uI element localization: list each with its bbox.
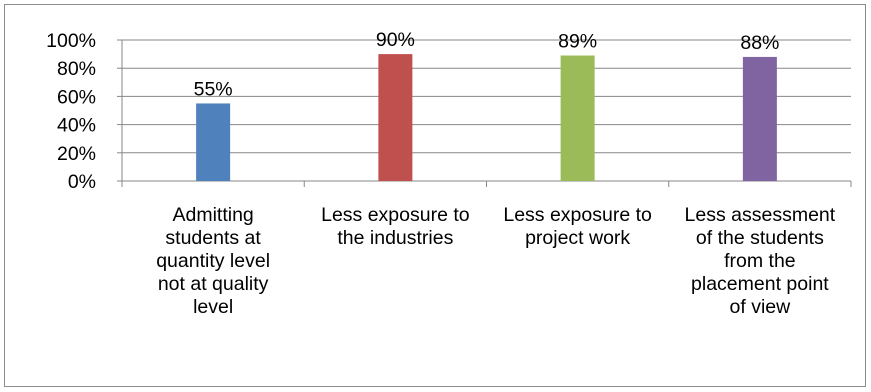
y-tick-label: 40% xyxy=(57,115,96,137)
y-tick-label: 0% xyxy=(68,171,96,193)
x-category-label: Less assessment of the students from the… xyxy=(684,204,836,318)
bar xyxy=(560,55,595,182)
y-tick-label: 100% xyxy=(46,30,96,52)
bar xyxy=(378,54,413,181)
data-label: 88% xyxy=(740,32,779,54)
x-category-label: Less exposure to the industries xyxy=(321,204,470,249)
y-tick-label: 60% xyxy=(57,86,96,108)
y-tick-label: 20% xyxy=(57,143,96,165)
data-label: 90% xyxy=(376,29,415,51)
data-label: 89% xyxy=(558,31,597,53)
x-category-label: Admitting students at quantity level not… xyxy=(156,204,271,318)
y-tick-label: 80% xyxy=(57,58,96,80)
bar xyxy=(742,56,777,181)
x-category-label: Less exposure to project work xyxy=(503,204,652,249)
data-label: 55% xyxy=(194,78,233,100)
bar xyxy=(196,103,231,181)
